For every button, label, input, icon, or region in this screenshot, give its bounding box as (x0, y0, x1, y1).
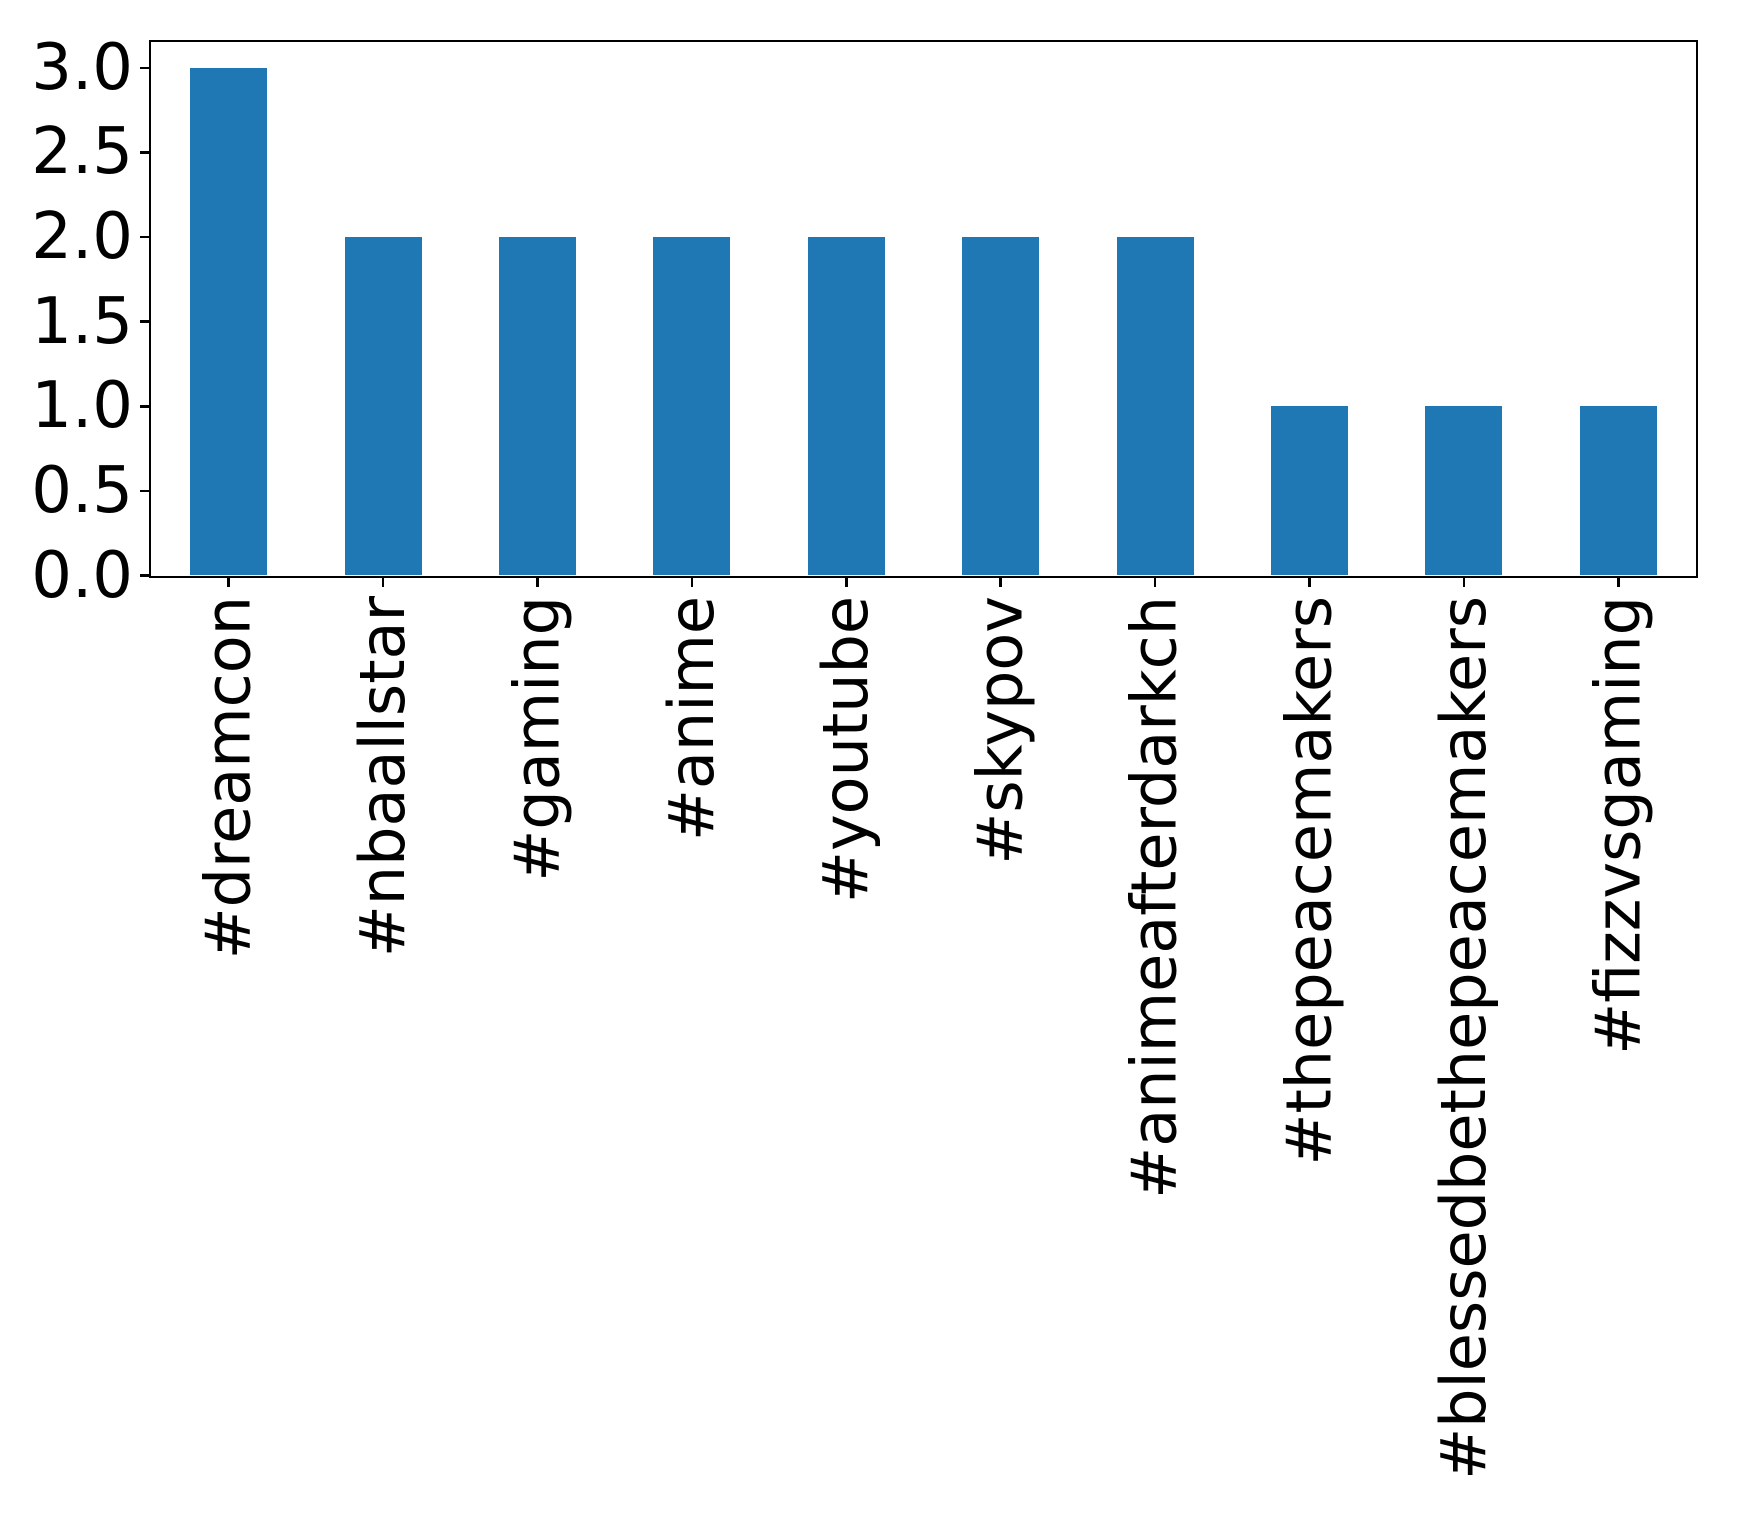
y-tick-label: 2.5 (31, 115, 133, 190)
x-tick-mark (536, 578, 539, 587)
x-tick-label: #animeafterdarkch (1118, 596, 1192, 1199)
y-tick-mark (140, 66, 149, 70)
x-tick-mark (1617, 578, 1620, 587)
x-tick-mark (1462, 578, 1466, 587)
x-tick-mark (845, 578, 848, 587)
y-tick-mark (140, 405, 149, 408)
x-tick-mark (690, 578, 694, 587)
x-tick-label: #anime (654, 596, 728, 842)
x-tick-label: #skypov (963, 596, 1037, 865)
y-tick-mark (140, 574, 149, 577)
x-tick-label: #thepeacemakers (1272, 596, 1346, 1166)
x-tick-mark (1308, 578, 1311, 587)
y-tick-mark (140, 489, 149, 493)
y-tick-mark (140, 320, 149, 323)
y-tick-label: 0.0 (31, 538, 133, 613)
bar (1579, 406, 1657, 576)
x-tick-mark (999, 578, 1002, 587)
x-tick-label: #blessedbethepeacemakers (1426, 596, 1500, 1480)
bar (344, 237, 422, 576)
x-tick-label: #gaming (500, 596, 574, 882)
y-tick-label: 3.0 (31, 30, 133, 105)
x-tick-mark (381, 578, 385, 587)
bar (653, 237, 731, 576)
y-tick-mark (140, 151, 149, 154)
x-tick-mark (227, 578, 230, 587)
x-tick-label: #fizzvsgaming (1581, 596, 1655, 1055)
bar (1425, 406, 1503, 576)
bar (190, 67, 268, 576)
x-tick-label: #youtube (809, 596, 883, 903)
y-tick-label: 2.0 (31, 200, 133, 275)
y-tick-label: 1.0 (31, 369, 133, 444)
x-tick-mark (1153, 578, 1157, 587)
x-tick-label: #dreamcon (191, 596, 265, 960)
y-tick-label: 0.5 (31, 453, 133, 528)
x-tick-label: #nbaallstar (346, 596, 420, 958)
bar (807, 237, 885, 576)
bar (1116, 237, 1194, 576)
bar (1270, 406, 1349, 576)
bar (962, 237, 1040, 576)
y-tick-mark (140, 235, 149, 239)
y-tick-label: 1.5 (31, 284, 133, 359)
bar (498, 237, 577, 576)
